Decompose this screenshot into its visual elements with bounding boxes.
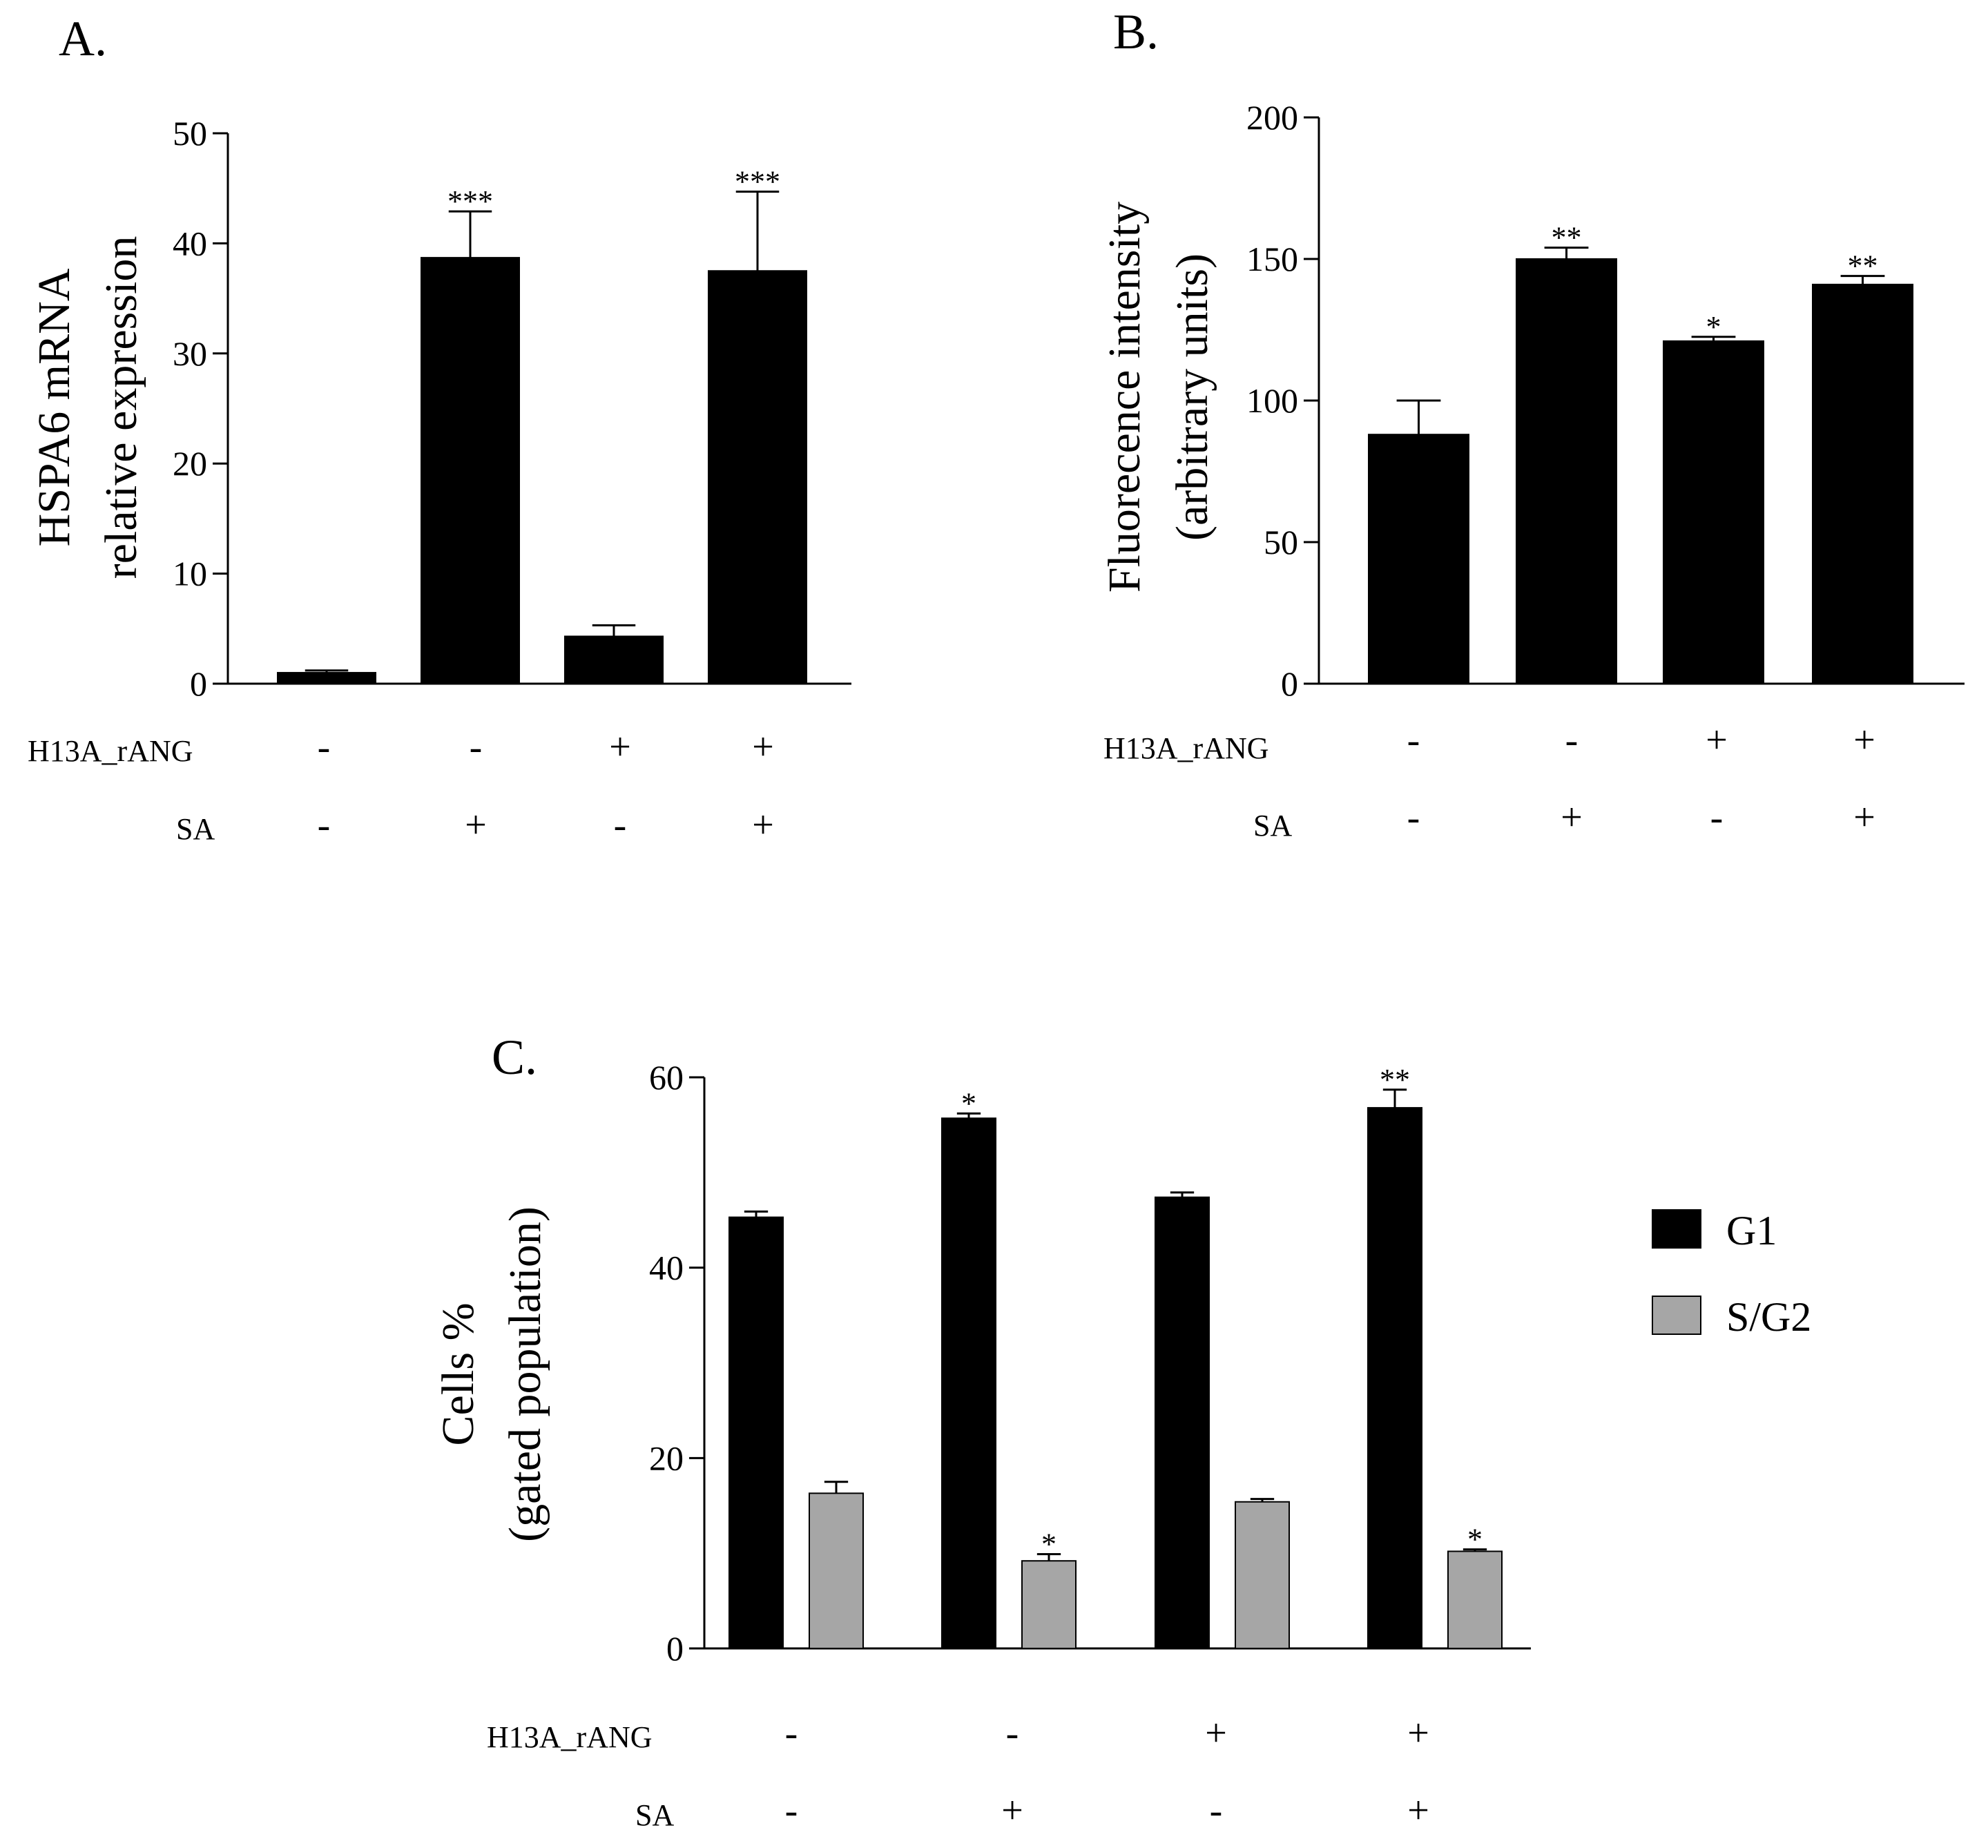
panel-b-ylabel-line2: (arbitrary units) [1167,253,1217,541]
panel-a-y-tick-label: 20 [173,444,207,483]
panel-c-y-tick-label: 0 [666,1629,684,1668]
panel-c-row-sa: SA [635,1798,674,1832]
panel-a-ylabel: HSPA6 mRNA relative expression [29,236,146,579]
panel-c-significance: * [1467,1523,1483,1557]
legend-g1-label: G1 [1726,1208,1777,1253]
panel-c-row-h13a: H13A_rANG [487,1720,653,1754]
panel-b-condition-h13a: + [1853,719,1875,762]
panel-b-label: B. [1113,4,1159,59]
legend-sg2-swatch [1652,1296,1701,1335]
panel-a-ylabel-line2: relative expression [96,236,146,579]
panel-c-y-tick-label: 20 [649,1438,684,1477]
panel-b-y-tick-label: 150 [1246,240,1298,278]
panel-b-significance: ** [1552,221,1582,255]
panel-c-condition-h13a: - [1006,1712,1019,1755]
panel-b-condition-sa: + [1853,796,1875,839]
panel-a-row-h13a: H13A_rANG [28,734,193,768]
panel-c-bar [1235,1501,1290,1649]
panel-c-bar [1447,1550,1503,1649]
panel-a-significance: *** [735,164,780,198]
panel-b-significance: ** [1848,249,1878,283]
panel-a-ylabel-line1: HSPA6 mRNA [29,268,79,546]
panel-c-condition-h13a: + [1205,1712,1227,1755]
panel-c-legend: G1 S/G2 [1652,1208,1811,1340]
panel-c-label: C. [492,1030,537,1085]
panel-c-bar [809,1492,864,1650]
panel-a-condition-h13a: + [609,726,631,769]
panel-c-ylabel-line2: (gated population) [500,1206,550,1542]
panel-b-condition-h13a: + [1706,719,1728,762]
panel-a-y-tick-label: 0 [190,664,207,703]
panel-c-condition-h13a: - [785,1712,798,1755]
panel-a-condition-sa: + [752,804,774,847]
panel-a-condition-h13a: - [470,726,483,769]
panel-b-bar [1663,340,1764,684]
panel-a-plot: 0 10 20 30 40 50 *** *** - - + + - + - + [173,114,851,847]
panel-a-bar [421,257,520,684]
panel-b-bar [1516,258,1617,684]
legend-g1-swatch [1652,1209,1701,1249]
panel-b-bar [1368,434,1469,684]
panel-b-condition-sa: + [1561,796,1583,839]
panel-c-condition-sa: - [785,1789,798,1832]
panel-a-y-tick-label: 40 [173,224,207,262]
panel-a-bar [564,635,664,685]
panel-a-y-tick-label: 50 [173,114,207,153]
panel-c-condition-sa: + [1001,1789,1023,1832]
panel-c-bar [1021,1560,1077,1650]
panel-c-y-tick-label: 40 [649,1249,684,1287]
panel-b-y-tick-label: 0 [1281,664,1298,703]
panel-c-bar [728,1216,784,1649]
panel-c-significance: * [961,1086,976,1120]
panel-b-row-sa: SA [1253,809,1292,843]
panel-a-bar [277,672,376,684]
panel-a-condition-h13a: + [752,726,774,769]
panel-a-condition-sa: - [614,804,627,847]
panel-b-condition-h13a: - [1407,719,1420,762]
panel-b-significance: * [1706,310,1721,344]
panel-a-condition-sa: - [318,804,331,847]
panel-b-ylabel-line1: Fluorecence intensity [1099,202,1150,593]
panel-a-label: A. [59,11,107,66]
legend-sg2-label: S/G2 [1726,1294,1811,1340]
panel-b-condition-sa: - [1407,796,1420,839]
panel-a-y-tick-label: 30 [173,334,207,373]
panel-b-y-tick-label: 50 [1264,523,1298,561]
panel-b-y-tick-label: 200 [1246,98,1298,137]
panel-b-row-h13a: H13A_rANG [1103,731,1269,765]
panel-c-bar [1367,1107,1422,1649]
panel-c-condition-h13a: + [1407,1712,1429,1755]
panel-b-ylabel: Fluorecence intensity (arbitrary units) [1099,202,1217,593]
panel-c-significance: * [1041,1528,1056,1561]
panel-a-condition-h13a: - [318,726,331,769]
panel-c-y-tick-label: 60 [649,1058,684,1097]
panel-a-y-tick-label: 10 [173,555,207,593]
panel-a-condition-sa: + [465,804,487,847]
panel-c-bar [1155,1196,1210,1650]
panel-c-condition-sa: - [1210,1789,1223,1832]
panel-a-significance: *** [447,184,493,218]
panel-c-condition-sa: + [1407,1789,1429,1832]
panel-b-bar [1812,283,1913,684]
panel-c-ylabel: Cells % (gated population) [433,1206,550,1542]
panel-b-condition-h13a: - [1565,719,1579,762]
panel-c-ylabel-line1: Cells % [433,1302,483,1445]
panel-a-row-sa: SA [176,812,215,846]
panel-c-bar [941,1117,996,1649]
panel-b-y-tick-label: 100 [1246,381,1298,420]
panel-a-bar [708,270,807,684]
panel-b-condition-sa: - [1710,796,1724,839]
panel-c-significance: ** [1380,1063,1410,1097]
